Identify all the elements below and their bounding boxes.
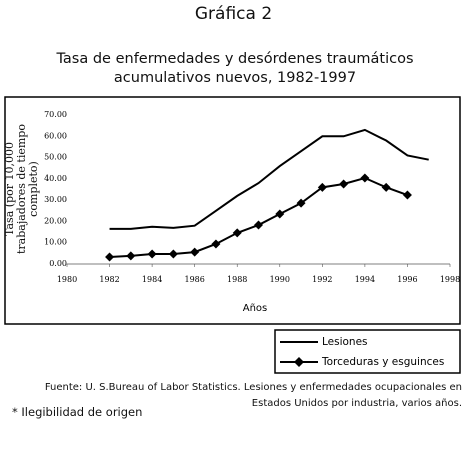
point-marker	[254, 220, 263, 230]
point-marker	[339, 179, 349, 189]
x-tick-label: 1988	[227, 275, 247, 284]
source: Fuente: U. S.Bureau of Labor Statistics.…	[44, 382, 462, 409]
point-marker	[126, 251, 136, 261]
y-tick-label: 0.00	[49, 259, 67, 268]
chart-frame	[4, 96, 461, 325]
legend-box	[274, 329, 461, 374]
point-marker	[190, 247, 200, 257]
x-axis-label: Años	[243, 303, 268, 314]
point-marker	[317, 182, 327, 192]
y-tick-label: 70.00	[44, 110, 67, 119]
x-tick-label: 1990	[270, 275, 290, 284]
y-tick-label: 10.00	[44, 238, 67, 247]
point-marker	[147, 249, 157, 259]
x-tick-label: 1982	[99, 275, 119, 284]
x-tick-label: 1992	[312, 275, 332, 284]
heading: Gráfica 2	[194, 4, 273, 24]
point-marker	[381, 182, 391, 192]
point-marker	[402, 190, 412, 200]
x-tick-label: 1984	[142, 275, 162, 284]
point-marker	[168, 249, 178, 259]
y-tick-label: 40.00	[44, 174, 67, 183]
legend-label: Lesiones	[322, 336, 368, 348]
y-tick-label: 20.00	[44, 216, 67, 225]
x-tick-label: 1994	[355, 275, 375, 284]
x-tick-label: 1986	[184, 275, 204, 284]
y-tick-label: 30.00	[44, 195, 67, 204]
legend-label: Torceduras y esguinces	[321, 356, 444, 368]
note: * Ilegibilidad de origen	[12, 405, 143, 419]
y-axis-label: Tasa (por 10,000 trabajadores de tiempo …	[3, 124, 40, 254]
y-tick-label: 60.00	[44, 131, 67, 140]
point-marker	[360, 173, 370, 183]
y-tick-label: 50.00	[44, 153, 67, 162]
series-line	[109, 176, 408, 258]
series-line	[109, 128, 429, 230]
x-tick-label: 1998	[440, 275, 460, 284]
point-marker	[211, 239, 221, 249]
x-tick-label: 1996	[397, 275, 417, 284]
point-marker	[296, 198, 306, 208]
legend-marker	[294, 357, 304, 367]
point-marker	[275, 209, 285, 219]
point-marker	[232, 228, 242, 238]
point-marker	[105, 252, 115, 262]
chart-title: Tasa de enfermedades y desórdenes traumá…	[56, 51, 414, 86]
x-tick-label: 1980	[57, 275, 77, 284]
